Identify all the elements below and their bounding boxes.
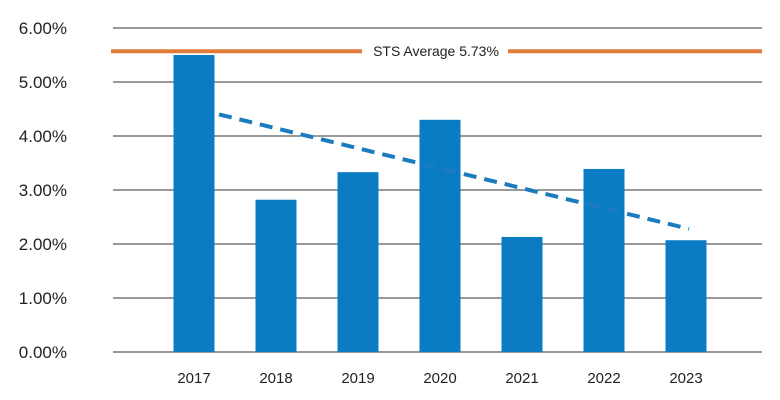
y-tick-label: 3.00% (19, 181, 67, 200)
y-axis-tick-labels: 0.00% 1.00% 2.00% 3.00% 4.00% 5.00% 6.00% (19, 19, 67, 362)
bar-2022 (583, 168, 625, 352)
bar-series (173, 55, 707, 352)
x-category-label: 2023 (669, 370, 702, 387)
trend-line (218, 112, 690, 231)
trend-line-group (218, 112, 690, 231)
bar-2019 (337, 172, 379, 352)
y-tick-label: 5.00% (19, 73, 67, 92)
bar-2018 (255, 199, 297, 352)
y-tick-label: 1.00% (19, 289, 67, 308)
bar-2017 (173, 55, 215, 352)
x-category-label: 2017 (177, 370, 210, 387)
x-category-label: 2020 (423, 370, 456, 387)
x-category-label: 2019 (341, 370, 374, 387)
y-tick-label: 0.00% (19, 343, 67, 362)
reference-line-group: STS Average 5.73% (111, 43, 762, 59)
x-category-label: 2022 (587, 370, 620, 387)
bar-2021 (501, 236, 543, 352)
x-category-label: 2021 (505, 370, 538, 387)
y-tick-label: 6.00% (19, 19, 67, 38)
x-category-label: 2018 (259, 370, 292, 387)
x-axis-category-labels: 2017 2018 2019 2020 2021 2022 2023 (177, 370, 702, 387)
reference-line-label: STS Average 5.73% (373, 43, 499, 59)
bar-2020 (419, 119, 461, 352)
y-tick-label: 4.00% (19, 127, 67, 146)
y-tick-label: 2.00% (19, 235, 67, 254)
bar-2023 (665, 240, 707, 352)
